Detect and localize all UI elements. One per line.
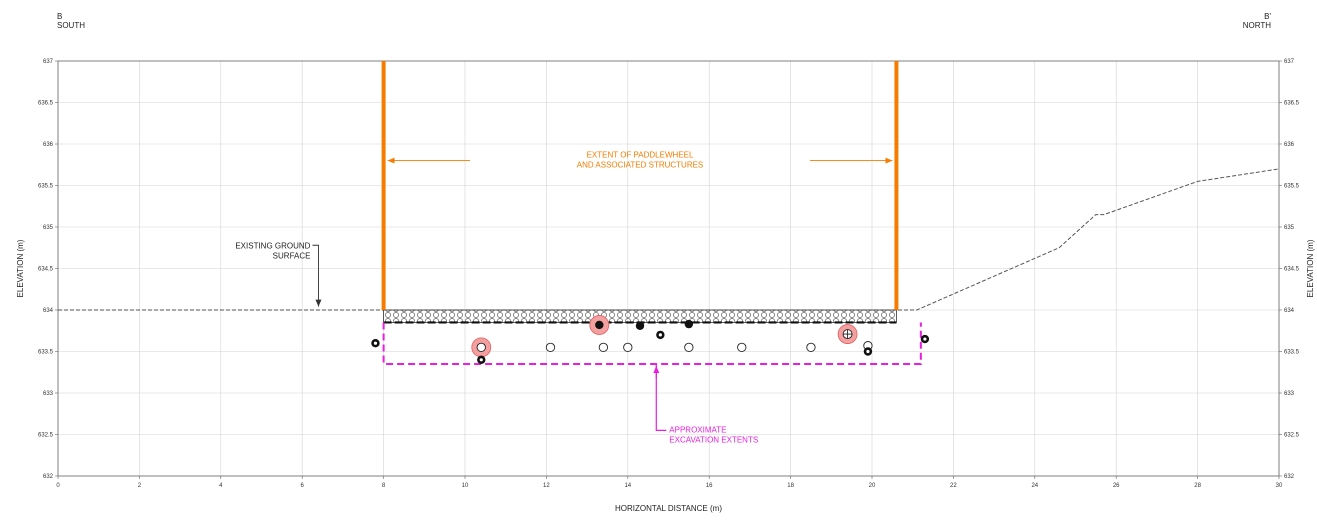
y-tick-label-right: 635.5 (1284, 184, 1300, 190)
ground-surface-line (58, 168, 1280, 311)
y-tick-label-right: 632.5 (1284, 433, 1300, 439)
gravel-fill-layer (383, 309, 897, 323)
existing-ground-profile (58, 168, 1280, 311)
sample-open (476, 342, 486, 352)
sample-points (371, 315, 930, 364)
sample-open (737, 342, 747, 352)
extent-label-line2: AND ASSOCIATED STRUCTURES (577, 161, 704, 170)
section-end-direction: NORTH (1242, 21, 1271, 30)
sample-target-center (373, 341, 378, 345)
y-tick-label-left: 635.5 (38, 184, 54, 190)
sample-open (623, 342, 633, 352)
y-tick-label-left: 634 (43, 308, 54, 314)
ground-surface-callout: EXISTING GROUND SURFACE (235, 241, 322, 307)
x-tick-label: 0 (56, 483, 60, 489)
x-tick-label: 4 (219, 483, 223, 489)
y-tick-label-left: 633.5 (38, 350, 54, 356)
section-start-label: B SOUTH (57, 12, 85, 30)
y-tick-label-right: 633.5 (1284, 350, 1300, 356)
x-tick-label: 22 (950, 483, 957, 489)
y-tick-label-left: 634.5 (38, 267, 54, 273)
y-tick-label-left: 637 (43, 59, 54, 65)
excavation-extent-callout: APPROXIMATE EXCAVATION EXTENTS (669, 425, 758, 444)
x-axis-label: HORIZONTAL DISTANCE (m) (615, 504, 722, 513)
x-tick-label: 26 (1113, 483, 1120, 489)
sample-target-center (866, 349, 870, 354)
y-tick-label-right: 636.5 (1284, 101, 1300, 107)
y-tick-label-left: 636.5 (38, 101, 54, 107)
section-start-marker: B (57, 12, 63, 21)
x-tick-label: 10 (462, 483, 469, 489)
ground-label-line1: EXISTING GROUND (235, 241, 310, 250)
sample-filled (595, 320, 604, 330)
excavation-label-line1: APPROXIMATE (669, 425, 726, 434)
y-axis-label-right: ELEVATION (m) (1306, 239, 1315, 297)
x-tick-label: 28 (1194, 483, 1201, 489)
sample-filled (635, 321, 645, 330)
y-tick-label-right: 634 (1284, 308, 1295, 314)
x-tick-label: 8 (382, 483, 386, 489)
x-tick-label: 18 (787, 483, 794, 489)
extent-label-line1: EXTENT OF PADDLEWHEEL (587, 151, 694, 160)
sample-target-center (923, 337, 927, 341)
x-tick-label: 2 (138, 483, 142, 489)
y-tick-label-left: 632 (43, 474, 54, 480)
section-start-direction: SOUTH (57, 21, 85, 30)
sample-filled (684, 319, 694, 329)
x-tick-label: 16 (706, 483, 713, 489)
section-end-marker: B' (1264, 12, 1271, 21)
y-tick-label-right: 636 (1284, 142, 1295, 148)
excavation-label-line2: EXCAVATION EXTENTS (669, 435, 758, 444)
paddlewheel-structure (381, 61, 899, 324)
y-tick-label-left: 635 (43, 225, 54, 231)
y-tick-label-right: 637 (1284, 59, 1295, 65)
x-tick-label: 12 (543, 483, 550, 489)
excavation-leader (655, 363, 667, 431)
excavation-extents (382, 322, 922, 431)
sample-open (598, 342, 609, 352)
y-tick-label-right: 634.5 (1284, 267, 1300, 273)
plot-frame (57, 60, 1280, 477)
ground-label-line2: SURFACE (273, 251, 311, 260)
x-tick-label: 14 (624, 483, 631, 489)
y-tick-label-left: 632.5 (38, 433, 54, 439)
paddlewheel-extent-callout: EXTENT OF PADDLEWHEEL AND ASSOCIATED STR… (577, 151, 704, 170)
x-tick-label: 6 (301, 483, 305, 489)
x-tick-label: 30 (1276, 483, 1283, 489)
y-axis-label-left: ELEVATION (m) (16, 239, 25, 297)
sample-target-center (658, 333, 662, 337)
y-tick-label-left: 633 (43, 391, 54, 397)
y-tick-label-left: 636 (43, 142, 54, 148)
sample-open (545, 342, 556, 352)
sample-target-center (479, 358, 483, 362)
ground-leader (312, 244, 322, 307)
sample-open (684, 342, 694, 352)
excavation-outline (382, 322, 922, 365)
section-end-label: B' NORTH (1243, 12, 1271, 30)
sample-open (806, 342, 816, 352)
x-tick-label: 20 (869, 483, 876, 489)
y-tick-label-right: 633 (1284, 391, 1295, 397)
y-tick-label-right: 635 (1284, 225, 1295, 231)
grid-lines (57, 60, 1280, 477)
x-tick-label: 24 (1031, 483, 1038, 489)
y-tick-label-right: 632 (1284, 474, 1295, 480)
